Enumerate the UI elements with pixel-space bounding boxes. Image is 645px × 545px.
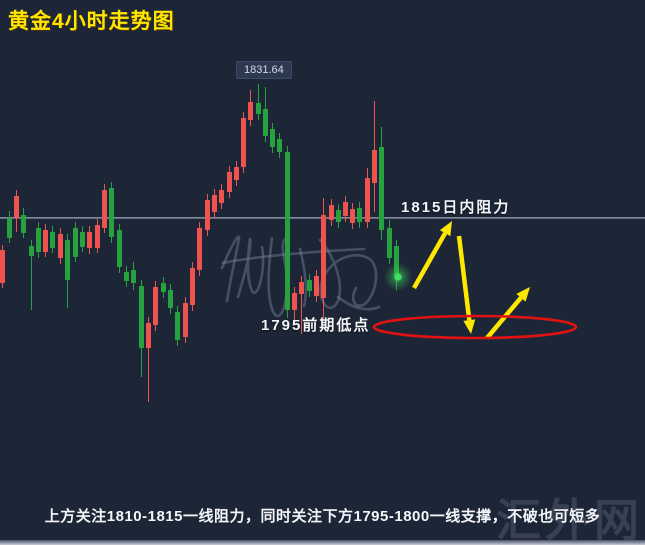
candle-body — [175, 312, 180, 340]
site-watermark: 汇外网 — [495, 495, 643, 545]
candle-body — [58, 234, 63, 258]
candle-body — [87, 232, 92, 248]
candle-body — [212, 195, 217, 212]
candle-body — [379, 147, 384, 230]
candle-body — [197, 228, 202, 270]
candle-body — [117, 230, 122, 267]
bottom-edge-bar — [0, 540, 645, 545]
candle-body — [270, 129, 275, 147]
candle-body — [350, 209, 355, 223]
candle-body — [21, 215, 26, 233]
analysis-commentary: 上方关注1810-1815一线阻力，同时关注下方1795-1800一线支撑，不破… — [44, 508, 601, 525]
candle-body — [263, 109, 268, 136]
candle-body — [0, 250, 5, 283]
candle-body — [190, 268, 195, 305]
candle-body — [299, 282, 304, 294]
candle-body — [14, 196, 19, 218]
trend-arrow-shaft — [485, 296, 523, 340]
candle-wick — [148, 317, 149, 402]
candle-body — [343, 202, 348, 216]
candle-body — [394, 246, 399, 275]
trend-arrow-shaft — [412, 232, 448, 290]
candle-body — [95, 225, 100, 248]
candle-body — [336, 210, 341, 222]
candle-body — [7, 218, 12, 238]
candle-body — [161, 283, 166, 292]
trend-arrow-head — [463, 319, 476, 334]
candle-body — [219, 190, 224, 203]
candle-body — [168, 290, 173, 308]
candle-body — [256, 103, 261, 114]
candle-body — [102, 190, 107, 228]
candle-body — [50, 232, 55, 248]
candle-wick — [258, 84, 259, 120]
resistance-annotation: 1815日内阻力 — [401, 199, 511, 216]
candle-body — [307, 280, 312, 291]
candle-body — [248, 102, 253, 120]
candle-body — [205, 200, 210, 230]
candle-wick — [31, 240, 32, 310]
candle-body — [29, 246, 34, 256]
candle-body — [124, 272, 129, 281]
support-zone-ellipse — [372, 314, 578, 340]
candle-body — [131, 270, 136, 283]
candle-body — [277, 139, 282, 152]
candle-body — [183, 303, 188, 337]
page-title: 黄金4小时走势图 — [8, 10, 175, 33]
candle-body — [43, 230, 48, 252]
previous-low-annotation: 1795前期低点 — [261, 317, 371, 334]
candle-body — [365, 178, 370, 222]
candle-body — [321, 215, 326, 298]
candle-body — [65, 240, 70, 280]
candle-body — [292, 293, 297, 310]
candle-body — [109, 188, 114, 237]
candle-body — [36, 228, 41, 252]
candle-body — [372, 150, 377, 183]
candle-body — [234, 167, 239, 180]
current-price-dot — [394, 273, 402, 281]
candle-body — [227, 172, 232, 192]
candle-body — [241, 118, 246, 167]
candle-body — [153, 287, 158, 325]
candle-body — [73, 228, 78, 257]
candle-body — [139, 286, 144, 348]
candle-body — [285, 152, 290, 310]
candle-body — [357, 208, 362, 222]
candle-body — [146, 323, 151, 348]
trend-arrow-head — [516, 287, 530, 302]
trend-arrow-head — [439, 221, 452, 237]
candle-body — [314, 276, 319, 296]
candle-body — [387, 228, 392, 258]
candle-body — [80, 232, 85, 247]
candle-body — [329, 205, 334, 220]
candle-wick — [301, 276, 302, 334]
trend-arrow-shaft — [456, 235, 472, 321]
high-price-tag: 1831.64 — [236, 61, 292, 79]
